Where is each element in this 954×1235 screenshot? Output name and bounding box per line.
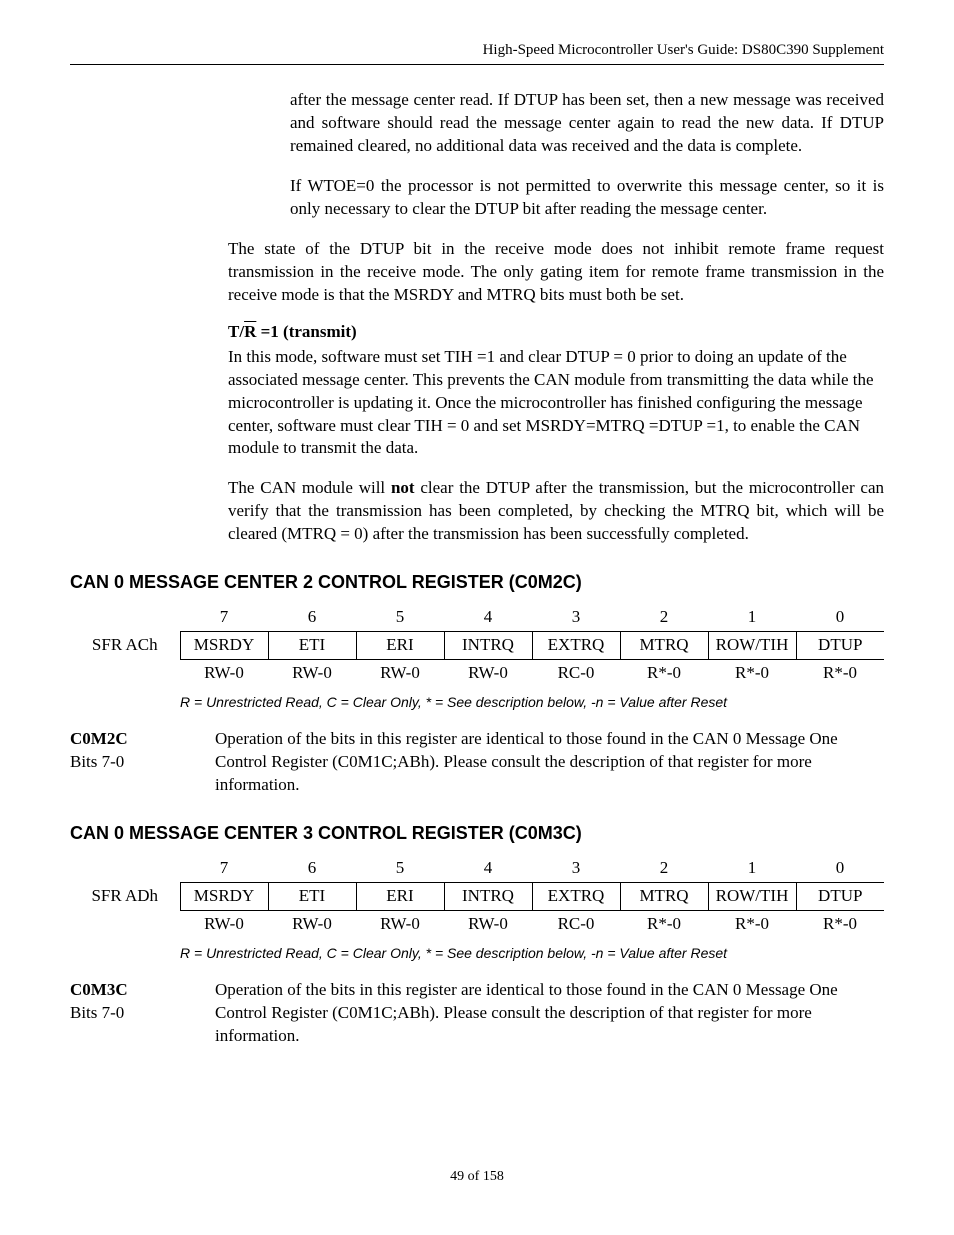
- tr-prefix: T/: [228, 322, 244, 341]
- bitnum: 2: [620, 604, 708, 631]
- description-text: Operation of the bits in this register a…: [215, 728, 884, 797]
- bitnum: 7: [180, 604, 268, 631]
- bitnum: 4: [444, 604, 532, 631]
- bitnum-row: 7 6 5 4 3 2 1 0: [70, 604, 884, 631]
- rw: RW-0: [268, 660, 356, 687]
- bitname: ERI: [356, 883, 444, 911]
- reg-name: C0M2C: [70, 729, 128, 748]
- rw: RC-0: [532, 660, 620, 687]
- rw-row: RW-0 RW-0 RW-0 RW-0 RC-0 R*-0 R*-0 R*-0: [70, 911, 884, 938]
- rw-row: RW-0 RW-0 RW-0 RW-0 RC-0 R*-0 R*-0 R*-0: [70, 660, 884, 687]
- rw: RW-0: [268, 911, 356, 938]
- bitname: MSRDY: [180, 632, 268, 660]
- section-heading: CAN 0 MESSAGE CENTER 3 CONTROL REGISTER …: [70, 821, 884, 845]
- bitname: ETI: [268, 632, 356, 660]
- bitname: INTRQ: [444, 632, 532, 660]
- description-row: C0M2C Bits 7-0 Operation of the bits in …: [70, 728, 884, 797]
- bitnum: 0: [796, 855, 884, 882]
- bitnum: 4: [444, 855, 532, 882]
- page-footer: 49 of 158: [70, 1168, 884, 1187]
- paragraph: The CAN module will not clear the DTUP a…: [228, 477, 884, 546]
- bitnum: 1: [708, 604, 796, 631]
- description-label: C0M2C Bits 7-0: [70, 728, 215, 797]
- bitname-row: SFR ACh MSRDY ETI ERI INTRQ EXTRQ MTRQ R…: [70, 632, 884, 660]
- rw: RW-0: [180, 660, 268, 687]
- rw: R*-0: [620, 911, 708, 938]
- bitname: ERI: [356, 632, 444, 660]
- bitnum: 6: [268, 855, 356, 882]
- sfr-label: SFR ACh: [70, 632, 180, 660]
- paragraph: In this mode, software must set TIH =1 a…: [228, 346, 884, 461]
- bits-range: Bits 7-0: [70, 752, 124, 771]
- legend: R = Unrestricted Read, C = Clear Only, *…: [180, 944, 884, 963]
- bits-range: Bits 7-0: [70, 1003, 124, 1022]
- bitname: MTRQ: [620, 632, 708, 660]
- bitname: EXTRQ: [532, 883, 620, 911]
- section-heading: CAN 0 MESSAGE CENTER 2 CONTROL REGISTER …: [70, 570, 884, 594]
- description-label: C0M3C Bits 7-0: [70, 979, 215, 1048]
- bitnum: 5: [356, 855, 444, 882]
- rw: RW-0: [356, 911, 444, 938]
- bitnum: 5: [356, 604, 444, 631]
- rw: RW-0: [356, 660, 444, 687]
- tr-heading: T/R =1 (transmit): [228, 321, 884, 344]
- rw: R*-0: [620, 660, 708, 687]
- bitname: DTUP: [796, 632, 884, 660]
- register-table: 7 6 5 4 3 2 1 0 SFR ADh MSRDY ETI ERI IN…: [70, 855, 884, 938]
- paragraph: If WTOE=0 the processor is not permitted…: [290, 175, 884, 221]
- bitname-row: SFR ADh MSRDY ETI ERI INTRQ EXTRQ MTRQ R…: [70, 883, 884, 911]
- legend: R = Unrestricted Read, C = Clear Only, *…: [180, 693, 884, 712]
- rw: RW-0: [444, 911, 532, 938]
- rw: R*-0: [796, 911, 884, 938]
- rw: R*-0: [796, 660, 884, 687]
- bitnum: 7: [180, 855, 268, 882]
- text-bold: not: [391, 478, 415, 497]
- bitname: ROW/TIH: [708, 632, 796, 660]
- bitname: MTRQ: [620, 883, 708, 911]
- bitnum: 3: [532, 855, 620, 882]
- reg-name: C0M3C: [70, 980, 128, 999]
- paragraph: after the message center read. If DTUP h…: [290, 89, 884, 158]
- text: The CAN module will: [228, 478, 391, 497]
- description-row: C0M3C Bits 7-0 Operation of the bits in …: [70, 979, 884, 1048]
- bitname: ETI: [268, 883, 356, 911]
- bitname: INTRQ: [444, 883, 532, 911]
- bitnum: 0: [796, 604, 884, 631]
- bitnum-row: 7 6 5 4 3 2 1 0: [70, 855, 884, 882]
- rw: R*-0: [708, 660, 796, 687]
- register-table: 7 6 5 4 3 2 1 0 SFR ACh MSRDY ETI ERI IN…: [70, 604, 884, 687]
- bitname: MSRDY: [180, 883, 268, 911]
- bitnum: 6: [268, 604, 356, 631]
- rw: RC-0: [532, 911, 620, 938]
- tr-overline: R: [244, 322, 256, 341]
- rw: RW-0: [180, 911, 268, 938]
- bitnum: 2: [620, 855, 708, 882]
- rw: R*-0: [708, 911, 796, 938]
- bitname: EXTRQ: [532, 632, 620, 660]
- tr-suffix: =1 (transmit): [256, 322, 356, 341]
- bitname: DTUP: [796, 883, 884, 911]
- bitnum: 3: [532, 604, 620, 631]
- bitname: ROW/TIH: [708, 883, 796, 911]
- sfr-label: SFR ADh: [70, 883, 180, 911]
- paragraph: The state of the DTUP bit in the receive…: [228, 238, 884, 307]
- rw: RW-0: [444, 660, 532, 687]
- page-header: High-Speed Microcontroller User's Guide:…: [70, 40, 884, 65]
- description-text: Operation of the bits in this register a…: [215, 979, 884, 1048]
- bitnum: 1: [708, 855, 796, 882]
